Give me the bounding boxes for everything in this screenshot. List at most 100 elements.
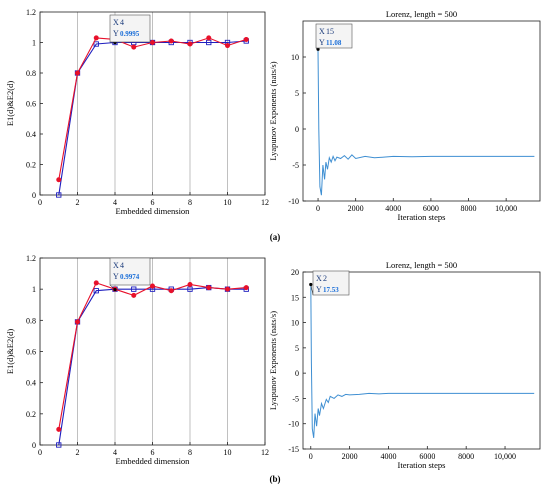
data-point: [243, 285, 249, 291]
y-tick-label: 0.8: [26, 69, 36, 78]
y-tick-label: 0: [295, 125, 299, 134]
datatip-x-value: 4: [120, 261, 124, 270]
datatip-y-value: 0.9974: [120, 273, 140, 281]
x-tick-label: 6: [151, 198, 155, 207]
x-tick-label: 2000: [348, 204, 364, 213]
chart-b-left: 0 2 4 6 8 10 12 0 0.2 0.4 0.6 0.8 1 1.2 Embedded dimen…: [5, 254, 269, 466]
y-tick-label: 10: [291, 53, 299, 62]
datatip-y-value: 17.53: [323, 286, 339, 294]
y-tick-label: 1.2: [26, 8, 36, 17]
y-tick-label: 0.6: [26, 348, 36, 357]
data-point: [187, 41, 193, 47]
data-point: [150, 283, 156, 289]
x-tick-label: 6000: [419, 452, 435, 461]
y-tick-label: 0.2: [26, 161, 36, 170]
data-point: [206, 285, 212, 291]
subfigure-label-b: (b): [270, 474, 281, 484]
y-axis-label: Lyapunov Exponents (nats/s): [268, 61, 278, 160]
chart-title: Lorenz, length = 500: [386, 9, 457, 19]
data-point: [56, 426, 62, 432]
data-point: [131, 286, 137, 292]
y-tick-label: 0: [295, 369, 299, 378]
y-tick-label: 20: [291, 268, 299, 277]
y-tick-label: 10: [291, 319, 299, 328]
y-tick-label: 5: [295, 89, 299, 98]
data-point: [243, 36, 249, 42]
chart-a-right: 0 2000 4000 6000 8000 10,000 -10 -5 0 5 10 Iteratio…: [268, 9, 541, 222]
y-tick-label: 0.8: [26, 316, 36, 325]
data-point: [56, 192, 62, 198]
chart-b-right: 0 2000 4000 6000 8000 10,000 -15 -10 -5 0 5 10 15 20 I…: [268, 260, 541, 470]
plot-frame: [302, 20, 541, 202]
data-point: [168, 38, 174, 44]
data-point: [187, 281, 193, 287]
datatip-x-label: X: [113, 261, 119, 270]
datatip-y-label: Y: [113, 29, 119, 38]
datatip-leader: [109, 284, 116, 290]
datatip-box: [109, 257, 151, 286]
data-point: [75, 319, 81, 325]
chart-a-left: 0 2 4 6 8 10 12 0 0.2 0.4 0.6 0.8 1 1.2 Embedded dimen…: [5, 8, 269, 216]
y-axis-label: E1(d)&E2(d): [5, 329, 15, 374]
datatip-x-label: X: [316, 274, 322, 283]
y-tick-label: 1.2: [26, 254, 36, 263]
y-tick-label: -5: [292, 161, 299, 170]
datatip-x-label: X: [319, 27, 325, 36]
chart-title: Lorenz, length = 500: [386, 260, 457, 270]
y-tick-label: 1: [32, 39, 36, 48]
y-tick-label: -10: [288, 197, 299, 206]
x-tick-label: 8: [188, 448, 192, 457]
series-line: [310, 284, 535, 438]
data-point: [168, 288, 174, 294]
data-point: [225, 43, 231, 49]
data-point: [93, 280, 99, 286]
y-tick-label: 0: [32, 191, 36, 200]
y-axis-label: Lyapunov Exponents (nats/s): [268, 311, 278, 410]
datatip-y-label: Y: [113, 272, 119, 281]
x-tick-label: 4: [113, 198, 117, 207]
x-tick-label: 4000: [385, 204, 401, 213]
datatip-y-label: Y: [316, 285, 322, 294]
datatip-box: [315, 23, 353, 49]
x-tick-label: 10,000: [495, 204, 517, 213]
x-tick-label: 2000: [342, 452, 358, 461]
data-point: [206, 35, 212, 41]
data-point: [56, 442, 62, 448]
x-axis-label: Iteration steps: [398, 212, 446, 222]
datatip-y-value: 0.9995: [120, 30, 140, 38]
x-tick-label: 8000: [458, 452, 474, 461]
y-tick-label: 1: [32, 285, 36, 294]
data-point: [131, 292, 137, 298]
y-tick-label: -5: [292, 394, 299, 403]
data-point: [150, 39, 156, 45]
x-tick-label: 10: [224, 448, 232, 457]
data-point: [225, 286, 231, 292]
datatip-x-value: 2: [323, 274, 327, 283]
x-tick-label: 4: [113, 448, 117, 457]
datatip-y-label: Y: [319, 38, 325, 47]
x-tick-label: 10: [224, 198, 232, 207]
x-tick-label: 0: [38, 448, 42, 457]
datatip-x-label: X: [113, 18, 119, 27]
x-tick-label: 6: [151, 448, 155, 457]
x-tick-label: 8000: [461, 204, 477, 213]
datatip-box: [109, 14, 151, 43]
data-point: [93, 288, 99, 294]
y-tick-label: 0.4: [26, 379, 36, 388]
series-line: [317, 49, 535, 196]
x-tick-label: 10,000: [494, 452, 516, 461]
datatip-y-value: 11.08: [326, 39, 342, 47]
x-tick-label: 2: [76, 448, 80, 457]
y-tick-label: -10: [288, 420, 299, 429]
x-tick-label: 12: [261, 448, 269, 457]
data-point: [56, 177, 62, 183]
x-tick-label: 0: [309, 452, 313, 461]
y-tick-label: 0.2: [26, 410, 36, 419]
x-tick-label: 0: [38, 198, 42, 207]
data-point: [93, 35, 99, 41]
datatip-x-value: 4: [120, 18, 124, 27]
x-tick-label: 12: [261, 198, 269, 207]
x-tick-label: 4000: [380, 452, 396, 461]
y-tick-label: 0.6: [26, 100, 36, 109]
